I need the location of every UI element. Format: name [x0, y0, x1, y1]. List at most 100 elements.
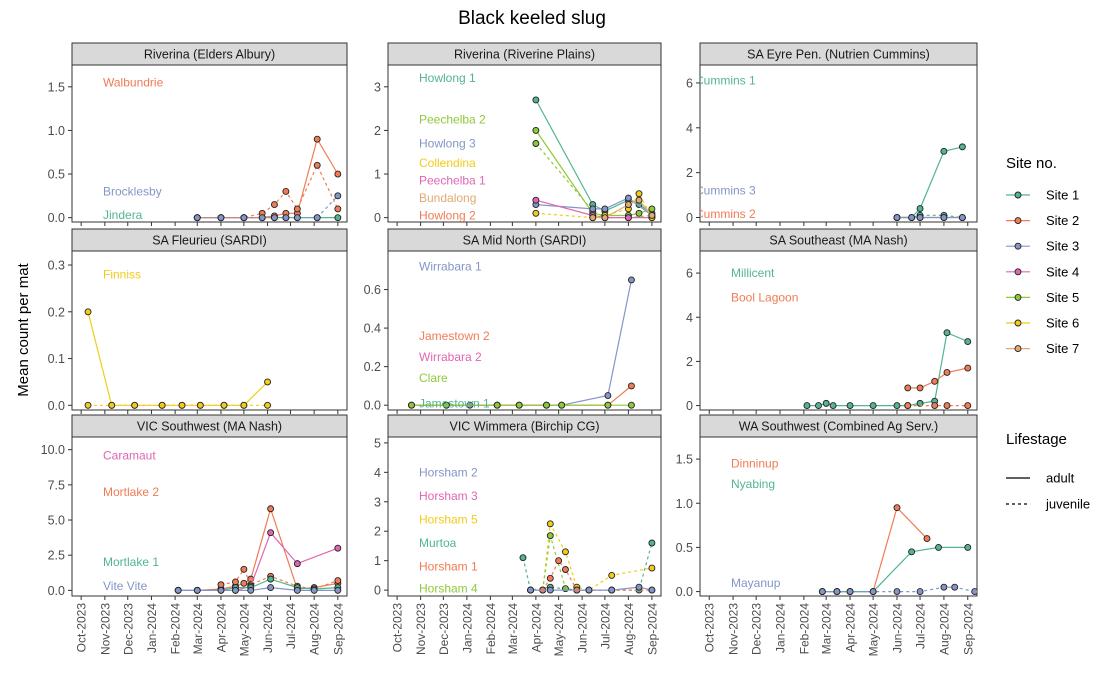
x-tick-label: Sep-2024	[645, 603, 659, 655]
data-point	[846, 402, 854, 410]
legend-key-point	[1014, 191, 1022, 199]
data-point	[258, 214, 266, 222]
data-point	[815, 402, 822, 410]
x-tick-label: Jun-2024	[890, 603, 904, 653]
site-label: Horsham 2	[419, 465, 478, 479]
y-tick-label: 0.6	[364, 283, 381, 297]
x-tick-label: Apr-2024	[529, 603, 543, 653]
facet-title: VIC Southwest (MA Nash)	[137, 420, 282, 434]
facet-title: WA Southwest (Combined Ag Serv.)	[739, 420, 938, 434]
data-point	[608, 586, 616, 594]
site-label: Wirrabara 2	[419, 350, 482, 364]
x-tick-label: Jan-2024	[460, 603, 474, 653]
y-tick-label: 0.1	[48, 352, 65, 366]
data-point	[803, 402, 811, 410]
y-tick-label: 4	[374, 466, 381, 480]
x-tick-label: Jul-2024	[914, 603, 928, 649]
data-point	[543, 401, 550, 409]
y-tick-label: 0.0	[48, 399, 65, 413]
legend-key-point	[1014, 345, 1022, 353]
x-tick-label: Apr-2024	[844, 603, 858, 653]
plot-area	[387, 250, 662, 411]
y-tick-label: 0.0	[364, 399, 381, 413]
data-point	[546, 520, 554, 528]
site-label: Cummins 3	[695, 184, 756, 198]
legend-item-label: Site 4	[1046, 264, 1079, 279]
data-point	[971, 588, 977, 596]
plot-area	[71, 64, 348, 223]
data-point	[282, 214, 290, 222]
site-label: Collendina	[419, 156, 476, 170]
y-tick-label: 2	[686, 355, 693, 369]
data-point	[558, 401, 566, 409]
site-label: Wirrabara 1	[419, 259, 482, 273]
data-point	[334, 577, 342, 584]
data-point	[916, 384, 924, 392]
data-point	[635, 209, 643, 217]
data-point	[247, 586, 255, 594]
x-tick-label: Oct-2023	[391, 603, 405, 653]
series-group	[519, 520, 656, 594]
data-point	[943, 329, 951, 337]
data-point	[624, 201, 632, 209]
data-point	[624, 214, 632, 222]
legend-item-label: Site 3	[1046, 239, 1079, 254]
data-point	[908, 548, 916, 556]
legend: Site no. Site 1 Site 2 Site 3 Site 4 Site 5 Si…	[1006, 155, 1090, 512]
data-point	[869, 588, 877, 596]
data-point	[648, 539, 656, 547]
legend-title-lifestage: Lifestage	[1006, 431, 1067, 448]
data-point	[217, 581, 225, 589]
data-point	[931, 377, 939, 385]
data-point	[84, 401, 92, 409]
data-point	[217, 586, 225, 594]
site-label: Cummins 1	[695, 74, 756, 88]
y-tick-label: 1.5	[676, 453, 693, 467]
data-point	[964, 402, 972, 410]
site-label: Millicent	[731, 266, 775, 280]
data-point	[627, 276, 635, 284]
y-tick-label: 2	[686, 166, 693, 180]
y-tick-label: 4	[686, 121, 693, 135]
data-point	[601, 214, 609, 222]
data-point	[240, 214, 248, 222]
data-point	[648, 205, 656, 213]
legend-item-label: Site 7	[1046, 341, 1079, 356]
data-point	[893, 504, 901, 512]
facet-title: SA Eyre Pen. (Nutrien Cummins)	[747, 48, 930, 62]
panel-2: Riverina (Riverine Plains) 0 1 2 3 Howlong 1 P…	[374, 42, 662, 226]
data-point	[585, 586, 593, 594]
x-tick-label: Feb-2024	[797, 603, 811, 655]
data-point	[635, 583, 643, 591]
x-tick-label: Mar-2024	[191, 603, 205, 655]
y-tick-label: 2	[374, 124, 381, 138]
x-tick-label: Dec-2023	[750, 603, 764, 655]
x-tick-label: May-2024	[867, 603, 881, 657]
data-point	[648, 564, 656, 572]
data-point	[964, 364, 972, 372]
data-point	[931, 402, 939, 410]
data-point	[923, 535, 931, 543]
data-point	[532, 196, 540, 204]
panel-7: VIC Southwest (MA Nash) 0.0 2.5 5.0 7.5 10.0 O…	[41, 414, 348, 656]
legend-key-point	[1014, 242, 1022, 250]
site-label: Mortlake 1	[103, 555, 159, 569]
site-label: Horsham 4	[419, 582, 478, 596]
facet-title: Riverina (Riverine Plains)	[454, 48, 595, 62]
data-point	[178, 401, 186, 409]
data-point	[408, 401, 415, 409]
data-point	[267, 575, 275, 583]
panel-8: VIC Wimmera (Birchip CG) 0 1 2 3 4 5 Oct-2023 No…	[374, 414, 662, 656]
site-label: Finniss	[103, 267, 141, 281]
site-label: Walbundrie	[103, 75, 164, 89]
data-point	[131, 401, 139, 409]
site-labels: Howlong 1 Peechelba 2 Howlong 3 Collendina P…	[419, 71, 486, 222]
legend-item-label: Site 2	[1046, 213, 1079, 228]
data-point	[282, 188, 290, 195]
site-label: Horsham 5	[419, 512, 478, 526]
data-point	[313, 161, 321, 169]
series-group	[408, 276, 635, 409]
x-tick-label: Dec-2023	[121, 603, 135, 655]
